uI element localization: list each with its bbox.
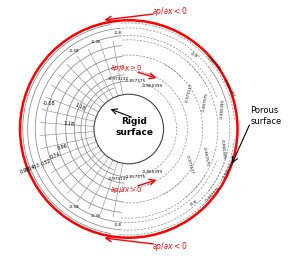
Text: 0.96: 0.96 <box>57 143 68 150</box>
Text: 1.18: 1.18 <box>64 121 75 127</box>
Text: 0.3: 0.3 <box>33 162 42 170</box>
Text: 0.14: 0.14 <box>24 165 36 173</box>
Text: -0.857575: -0.857575 <box>125 79 146 83</box>
Text: 0.74: 0.74 <box>49 151 61 160</box>
Text: -0.865399: -0.865399 <box>142 84 163 87</box>
Text: -0.8: -0.8 <box>114 223 122 227</box>
Text: 1.18: 1.18 <box>74 102 86 111</box>
Text: Rigid
surface: Rigid surface <box>115 117 153 136</box>
Text: -0.973137: -0.973137 <box>107 77 129 81</box>
Text: 0.08: 0.08 <box>20 166 31 175</box>
Text: -0.857575: -0.857575 <box>202 146 209 166</box>
Text: $\partial p/\partial x>0$: $\partial p/\partial x>0$ <box>110 63 143 73</box>
Text: -0.857575: -0.857575 <box>202 92 209 112</box>
Text: 0.52: 0.52 <box>40 158 52 167</box>
Text: -0.865399: -0.865399 <box>219 139 225 159</box>
Text: $\partial p/\partial x<0$: $\partial p/\partial x<0$ <box>152 5 188 18</box>
Text: -0.58: -0.58 <box>69 205 80 209</box>
Text: -0.36: -0.36 <box>91 40 101 44</box>
Text: $\partial p/\partial x<0$: $\partial p/\partial x<0$ <box>152 240 188 253</box>
Text: -0.865399: -0.865399 <box>219 99 225 119</box>
Text: -0.857575: -0.857575 <box>205 186 222 203</box>
Text: -0.973137: -0.973137 <box>185 83 194 103</box>
Text: $\partial p/\partial x>0$: $\partial p/\partial x>0$ <box>110 185 143 195</box>
Text: -0.857575: -0.857575 <box>205 55 222 72</box>
Text: -0.36: -0.36 <box>91 214 101 218</box>
Text: -0.865399: -0.865399 <box>222 78 235 97</box>
Text: -0.8: -0.8 <box>114 31 122 35</box>
Text: -0.58: -0.58 <box>69 49 80 53</box>
Text: -0.973137: -0.973137 <box>185 155 194 175</box>
Text: -0.857575: -0.857575 <box>125 175 146 179</box>
Text: -0.865399: -0.865399 <box>142 171 163 174</box>
Circle shape <box>94 94 163 164</box>
Text: Porous
surface: Porous surface <box>250 106 282 126</box>
Text: -0.973137: -0.973137 <box>107 177 129 181</box>
Text: -0.08: -0.08 <box>42 101 55 106</box>
Text: -0.8: -0.8 <box>190 51 198 59</box>
Text: -0.865399: -0.865399 <box>222 161 235 180</box>
Text: -0.8: -0.8 <box>190 199 198 207</box>
